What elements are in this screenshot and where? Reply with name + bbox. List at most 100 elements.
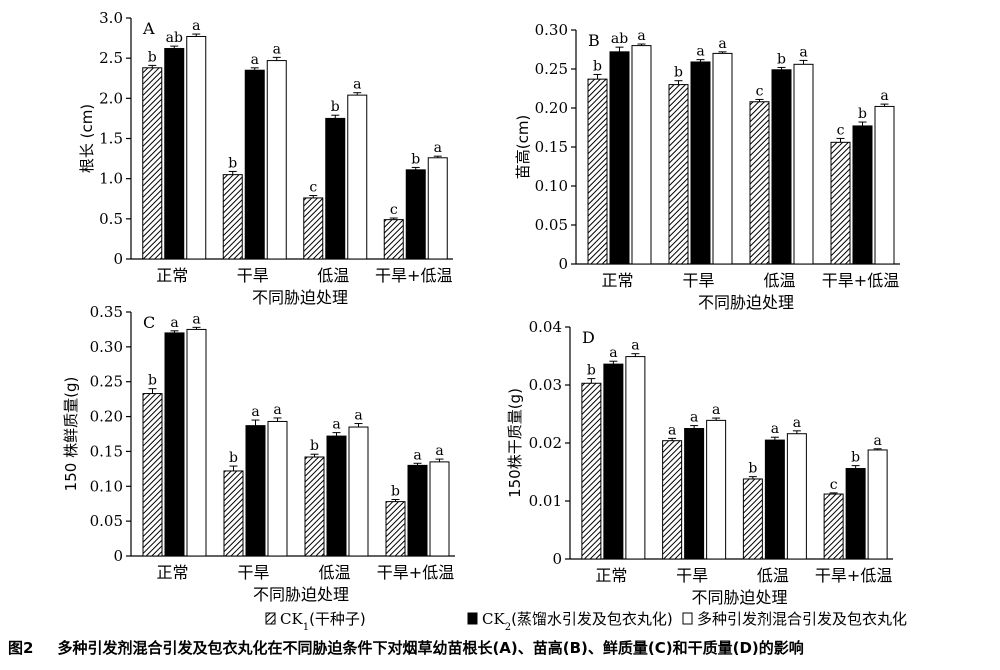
panel-letter-d: D	[582, 328, 595, 347]
x-axis-label-a: 不同胁迫处理	[252, 288, 348, 307]
significance-letter-b: a	[880, 88, 888, 104]
bar-c-mix	[429, 461, 450, 557]
bar-c-mix	[267, 420, 288, 557]
significance-letter-d: b	[587, 363, 596, 379]
y-axis-label-c: 150 株鲜质量(g)	[62, 377, 80, 492]
significance-letter-d: a	[668, 422, 676, 438]
y-tick-label-a: 1.5	[99, 130, 123, 148]
bar-b-ck1	[668, 84, 689, 265]
significance-letter-d: a	[631, 338, 639, 354]
significance-letter-b: b	[674, 65, 683, 81]
significance-letter-d: a	[609, 345, 617, 361]
category-label-c: 干旱	[237, 563, 269, 582]
significance-letter-d: a	[712, 402, 720, 418]
category-label-a: 干旱	[237, 266, 269, 285]
significance-letter-b: b	[858, 106, 867, 122]
category-label-c: 正常	[156, 563, 188, 582]
category-label-d: 干旱	[676, 566, 708, 585]
bar-a-ck2	[325, 117, 346, 260]
significance-letter-c: a	[354, 408, 362, 424]
bar-a-ck1	[303, 197, 324, 260]
bar-d-mix	[867, 449, 888, 560]
panel-letter-b: B	[588, 31, 600, 50]
bar-b-mix	[793, 63, 814, 265]
bar-a-mix	[427, 157, 448, 260]
significance-letter-a: c	[309, 180, 317, 196]
significance-letter-c: a	[435, 443, 443, 459]
significance-letter-a: a	[192, 18, 200, 34]
panel-letter-c: C	[143, 313, 155, 332]
y-tick-label-d: 0.04	[529, 318, 562, 336]
significance-letter-c: a	[251, 404, 259, 420]
significance-letter-b: a	[696, 44, 704, 60]
category-label-d: 正常	[595, 566, 627, 585]
y-tick-label-a: 3.0	[99, 9, 123, 27]
bar-b-ck2	[852, 125, 873, 265]
significance-letter-c: a	[170, 315, 178, 331]
bar-b-ck2	[609, 51, 630, 265]
significance-letter-a: b	[228, 155, 237, 171]
bar-a-ck1	[142, 67, 163, 260]
bar-d-ck1	[581, 382, 602, 560]
significance-letter-d: b	[748, 461, 757, 477]
significance-letter-a: b	[331, 99, 340, 115]
legend-swatch-ck1	[265, 612, 276, 625]
significance-letter-c: a	[332, 417, 340, 433]
legend: CK1(干种子) CK2(蒸馏水引发及包衣丸化) 多种引发剂混合引发及包衣丸化	[265, 610, 907, 633]
y-tick-label-c: 0.30	[90, 338, 123, 356]
y-tick-label-b: 0.20	[535, 99, 568, 117]
significance-letter-a: a	[273, 41, 281, 57]
y-tick-label-c: 0.15	[90, 442, 123, 460]
caption-text: 多种引发剂混合引发及包衣丸化在不同胁迫条件下对烟草幼苗根长(A)、苗高(B)、鲜…	[57, 639, 804, 657]
bar-b-ck1	[830, 141, 851, 265]
bar-c-ck1	[385, 501, 406, 557]
bar-a-ck1	[383, 219, 404, 260]
bar-a-mix	[186, 35, 207, 260]
significance-letter-c: a	[273, 402, 281, 418]
bar-c-ck2	[164, 332, 185, 557]
significance-letter-a: b	[148, 49, 157, 65]
category-label-b: 干旱+低温	[822, 271, 899, 290]
category-label-b: 低温	[763, 271, 795, 290]
y-tick-label-b: 0.10	[535, 177, 568, 195]
y-axis-label-b: 苗高(cm)	[514, 115, 532, 180]
y-tick-label-b: 0.05	[535, 216, 568, 234]
significance-letter-d: a	[771, 421, 779, 437]
y-tick-label-c: 0.05	[90, 512, 123, 530]
bar-d-ck1	[823, 493, 844, 560]
significance-letter-a: a	[434, 140, 442, 156]
category-label-a: 干旱+低温	[375, 266, 452, 285]
y-tick-label-c: 0.35	[90, 303, 123, 321]
bar-a-ck2	[164, 48, 185, 260]
significance-letter-a: c	[390, 202, 398, 218]
y-axis-label-a: 根长 (cm)	[78, 104, 96, 173]
bar-b-ck1	[749, 101, 770, 265]
category-label-a: 低温	[317, 266, 349, 285]
y-tick-label-c: 0.10	[90, 477, 123, 495]
significance-letter-b: c	[837, 122, 845, 138]
bar-d-mix	[625, 356, 646, 560]
y-tick-label-c: 0	[113, 547, 123, 565]
bar-d-ck1	[662, 440, 683, 560]
x-axis-label-c: 不同胁迫处理	[253, 585, 349, 604]
legend-label-mix: 多种引发剂混合引发及包衣丸化	[697, 610, 907, 628]
significance-letter-c: a	[413, 447, 421, 463]
bar-c-ck1	[223, 470, 244, 557]
significance-letter-c: b	[229, 450, 238, 466]
bar-c-ck1	[142, 393, 163, 557]
significance-letter-d: b	[851, 450, 860, 466]
significance-letter-a: a	[353, 77, 361, 93]
y-tick-label-a: 2.5	[99, 49, 123, 67]
bar-a-mix	[266, 60, 287, 260]
y-tick-label-d: 0.01	[529, 492, 562, 510]
bar-b-ck2	[771, 69, 792, 265]
chart-panel-c: 0 0.05 0.10 0.15 0.20 0.25 0.30 0.35 C 150 株鲜质量(g…	[62, 303, 455, 604]
figure-caption: 图2 多种引发剂混合引发及包衣丸化在不同胁迫条件下对烟草幼苗根长(A)、苗高(B)…	[8, 637, 998, 658]
legend-label-ck2: CK2(蒸馏水引发及包衣丸化)	[482, 610, 673, 633]
significance-letter-c: b	[310, 438, 319, 454]
significance-letter-d: a	[690, 410, 698, 426]
bar-c-ck2	[407, 464, 428, 557]
category-label-d: 干旱+低温	[815, 566, 892, 585]
bar-d-ck2	[845, 468, 866, 560]
significance-letter-b: a	[799, 44, 807, 60]
